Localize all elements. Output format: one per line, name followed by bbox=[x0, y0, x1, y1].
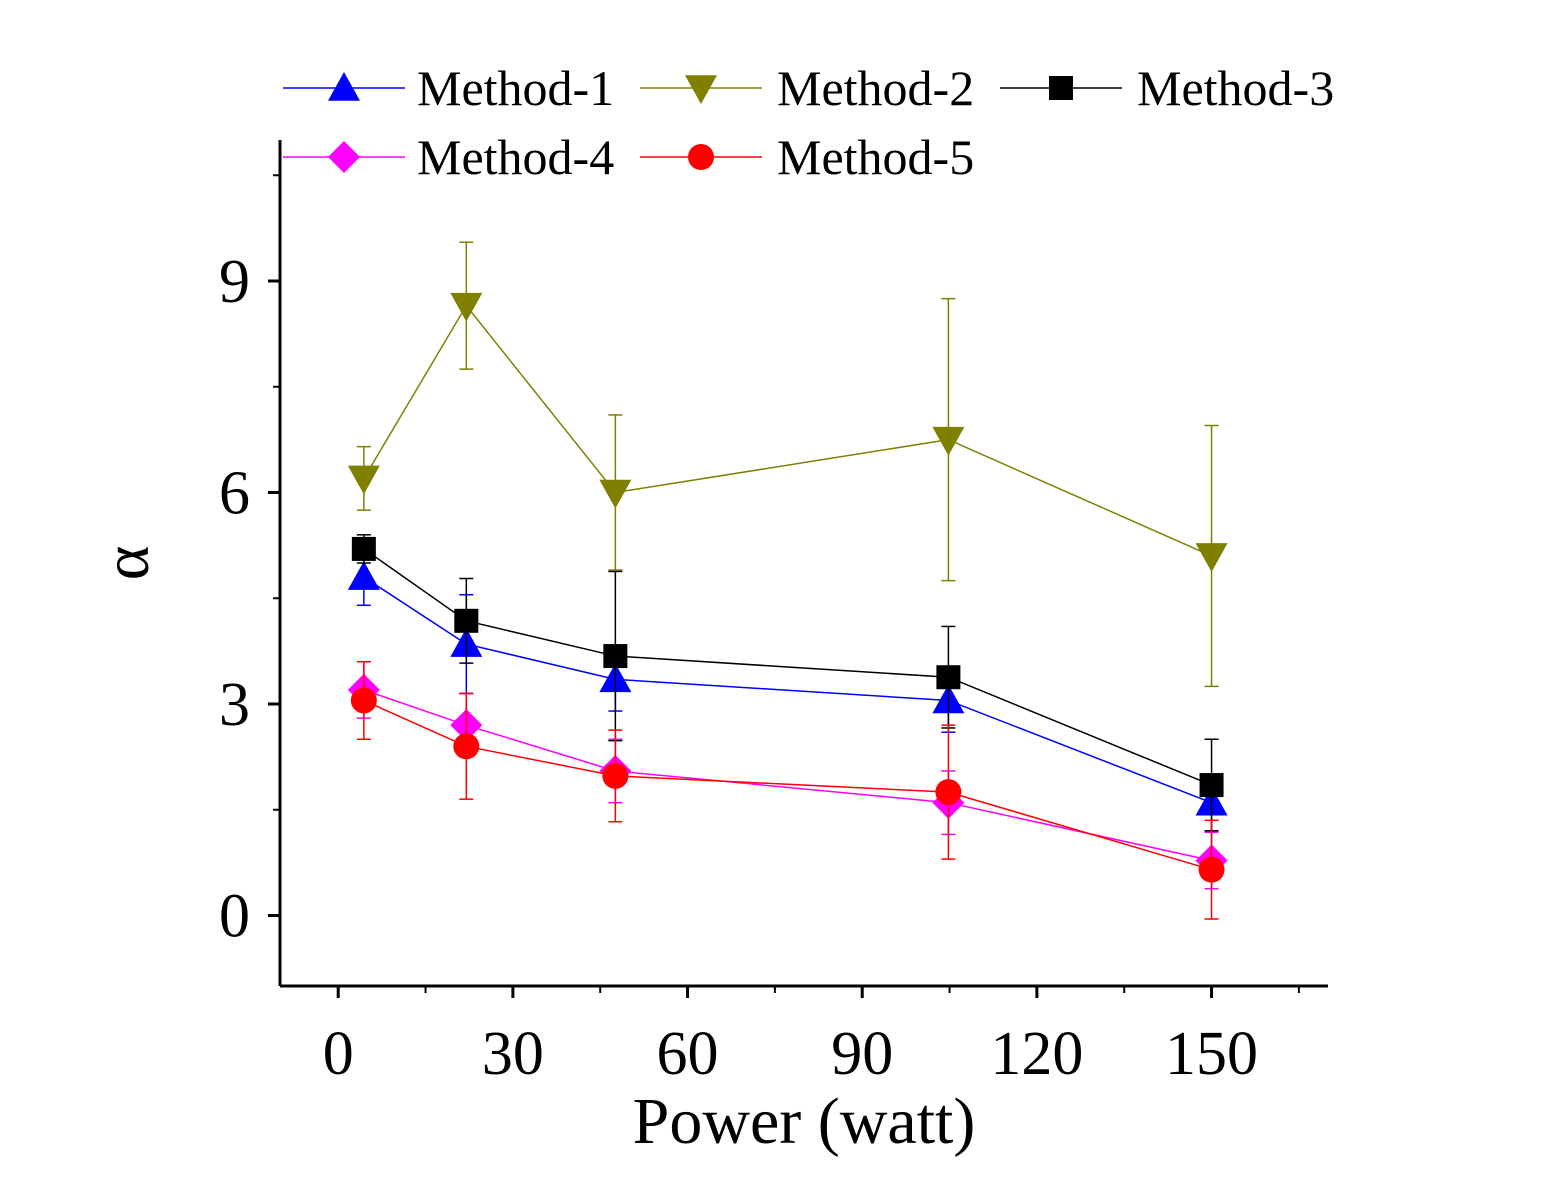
series-1 bbox=[347, 548, 1228, 832]
data-point bbox=[351, 536, 376, 561]
legend-item-3: Method-3 bbox=[1000, 60, 1334, 116]
data-point bbox=[1199, 773, 1224, 798]
legend-label: Method-2 bbox=[777, 60, 974, 116]
series-line bbox=[363, 304, 1212, 557]
x-tick-label: 60 bbox=[657, 1020, 719, 1088]
data-point bbox=[932, 426, 965, 456]
legend-item-4: Method-4 bbox=[283, 129, 614, 185]
legend-marker bbox=[1049, 76, 1073, 100]
legend-label: Method-1 bbox=[417, 60, 614, 116]
legend-item-1: Method-1 bbox=[283, 60, 614, 116]
legend-label: Method-5 bbox=[777, 129, 974, 185]
y-tick-label: 6 bbox=[219, 460, 250, 528]
legend-marker bbox=[685, 75, 717, 104]
axes bbox=[278, 140, 1328, 988]
x-tick-label: 90 bbox=[831, 1020, 893, 1088]
data-point bbox=[936, 665, 961, 690]
series-3 bbox=[351, 534, 1224, 832]
series-4 bbox=[347, 660, 1228, 890]
data-point bbox=[350, 687, 377, 714]
data-point bbox=[347, 561, 380, 590]
series-line bbox=[363, 548, 1212, 786]
x-tick-label: 30 bbox=[482, 1020, 544, 1088]
legend-marker bbox=[328, 141, 360, 173]
legend-marker bbox=[688, 144, 714, 170]
data-point bbox=[1198, 856, 1225, 883]
data-point bbox=[1195, 543, 1228, 572]
series-line bbox=[363, 576, 1212, 804]
x-tick-label: 120 bbox=[990, 1020, 1083, 1088]
data-point bbox=[935, 779, 962, 806]
series-2 bbox=[347, 241, 1228, 688]
series-line bbox=[363, 689, 1212, 862]
legend-marker bbox=[328, 72, 360, 101]
data-point bbox=[599, 479, 632, 509]
legend-item-2: Method-2 bbox=[640, 60, 974, 116]
data-point bbox=[454, 608, 479, 633]
x-axis-title: Power (watt) bbox=[633, 1085, 976, 1158]
y-tick-label: 3 bbox=[219, 671, 250, 739]
x-tick-label: 0 bbox=[323, 1020, 354, 1088]
x-tick-label: 150 bbox=[1165, 1020, 1258, 1088]
series-line bbox=[363, 699, 1212, 871]
data-point bbox=[450, 292, 483, 322]
data-point bbox=[347, 465, 380, 495]
y-axis-title: α bbox=[90, 546, 163, 581]
y-tick-label: 0 bbox=[219, 883, 250, 951]
legend-label: Method-3 bbox=[1137, 60, 1334, 116]
series-5 bbox=[350, 660, 1225, 920]
y-tick-label: 9 bbox=[219, 248, 250, 316]
legend-label: Method-4 bbox=[417, 129, 614, 185]
ticks: 0 30 60 90 120 150 0 3 6 9 bbox=[219, 174, 1300, 1088]
legend: Method-1 Method-2 Method-3 Method-4 Method-5 bbox=[283, 60, 1334, 185]
legend-item-5: Method-5 bbox=[640, 129, 974, 185]
data-point bbox=[602, 762, 629, 789]
series-layer bbox=[347, 241, 1228, 920]
data-point bbox=[603, 644, 628, 669]
data-point bbox=[453, 733, 480, 760]
